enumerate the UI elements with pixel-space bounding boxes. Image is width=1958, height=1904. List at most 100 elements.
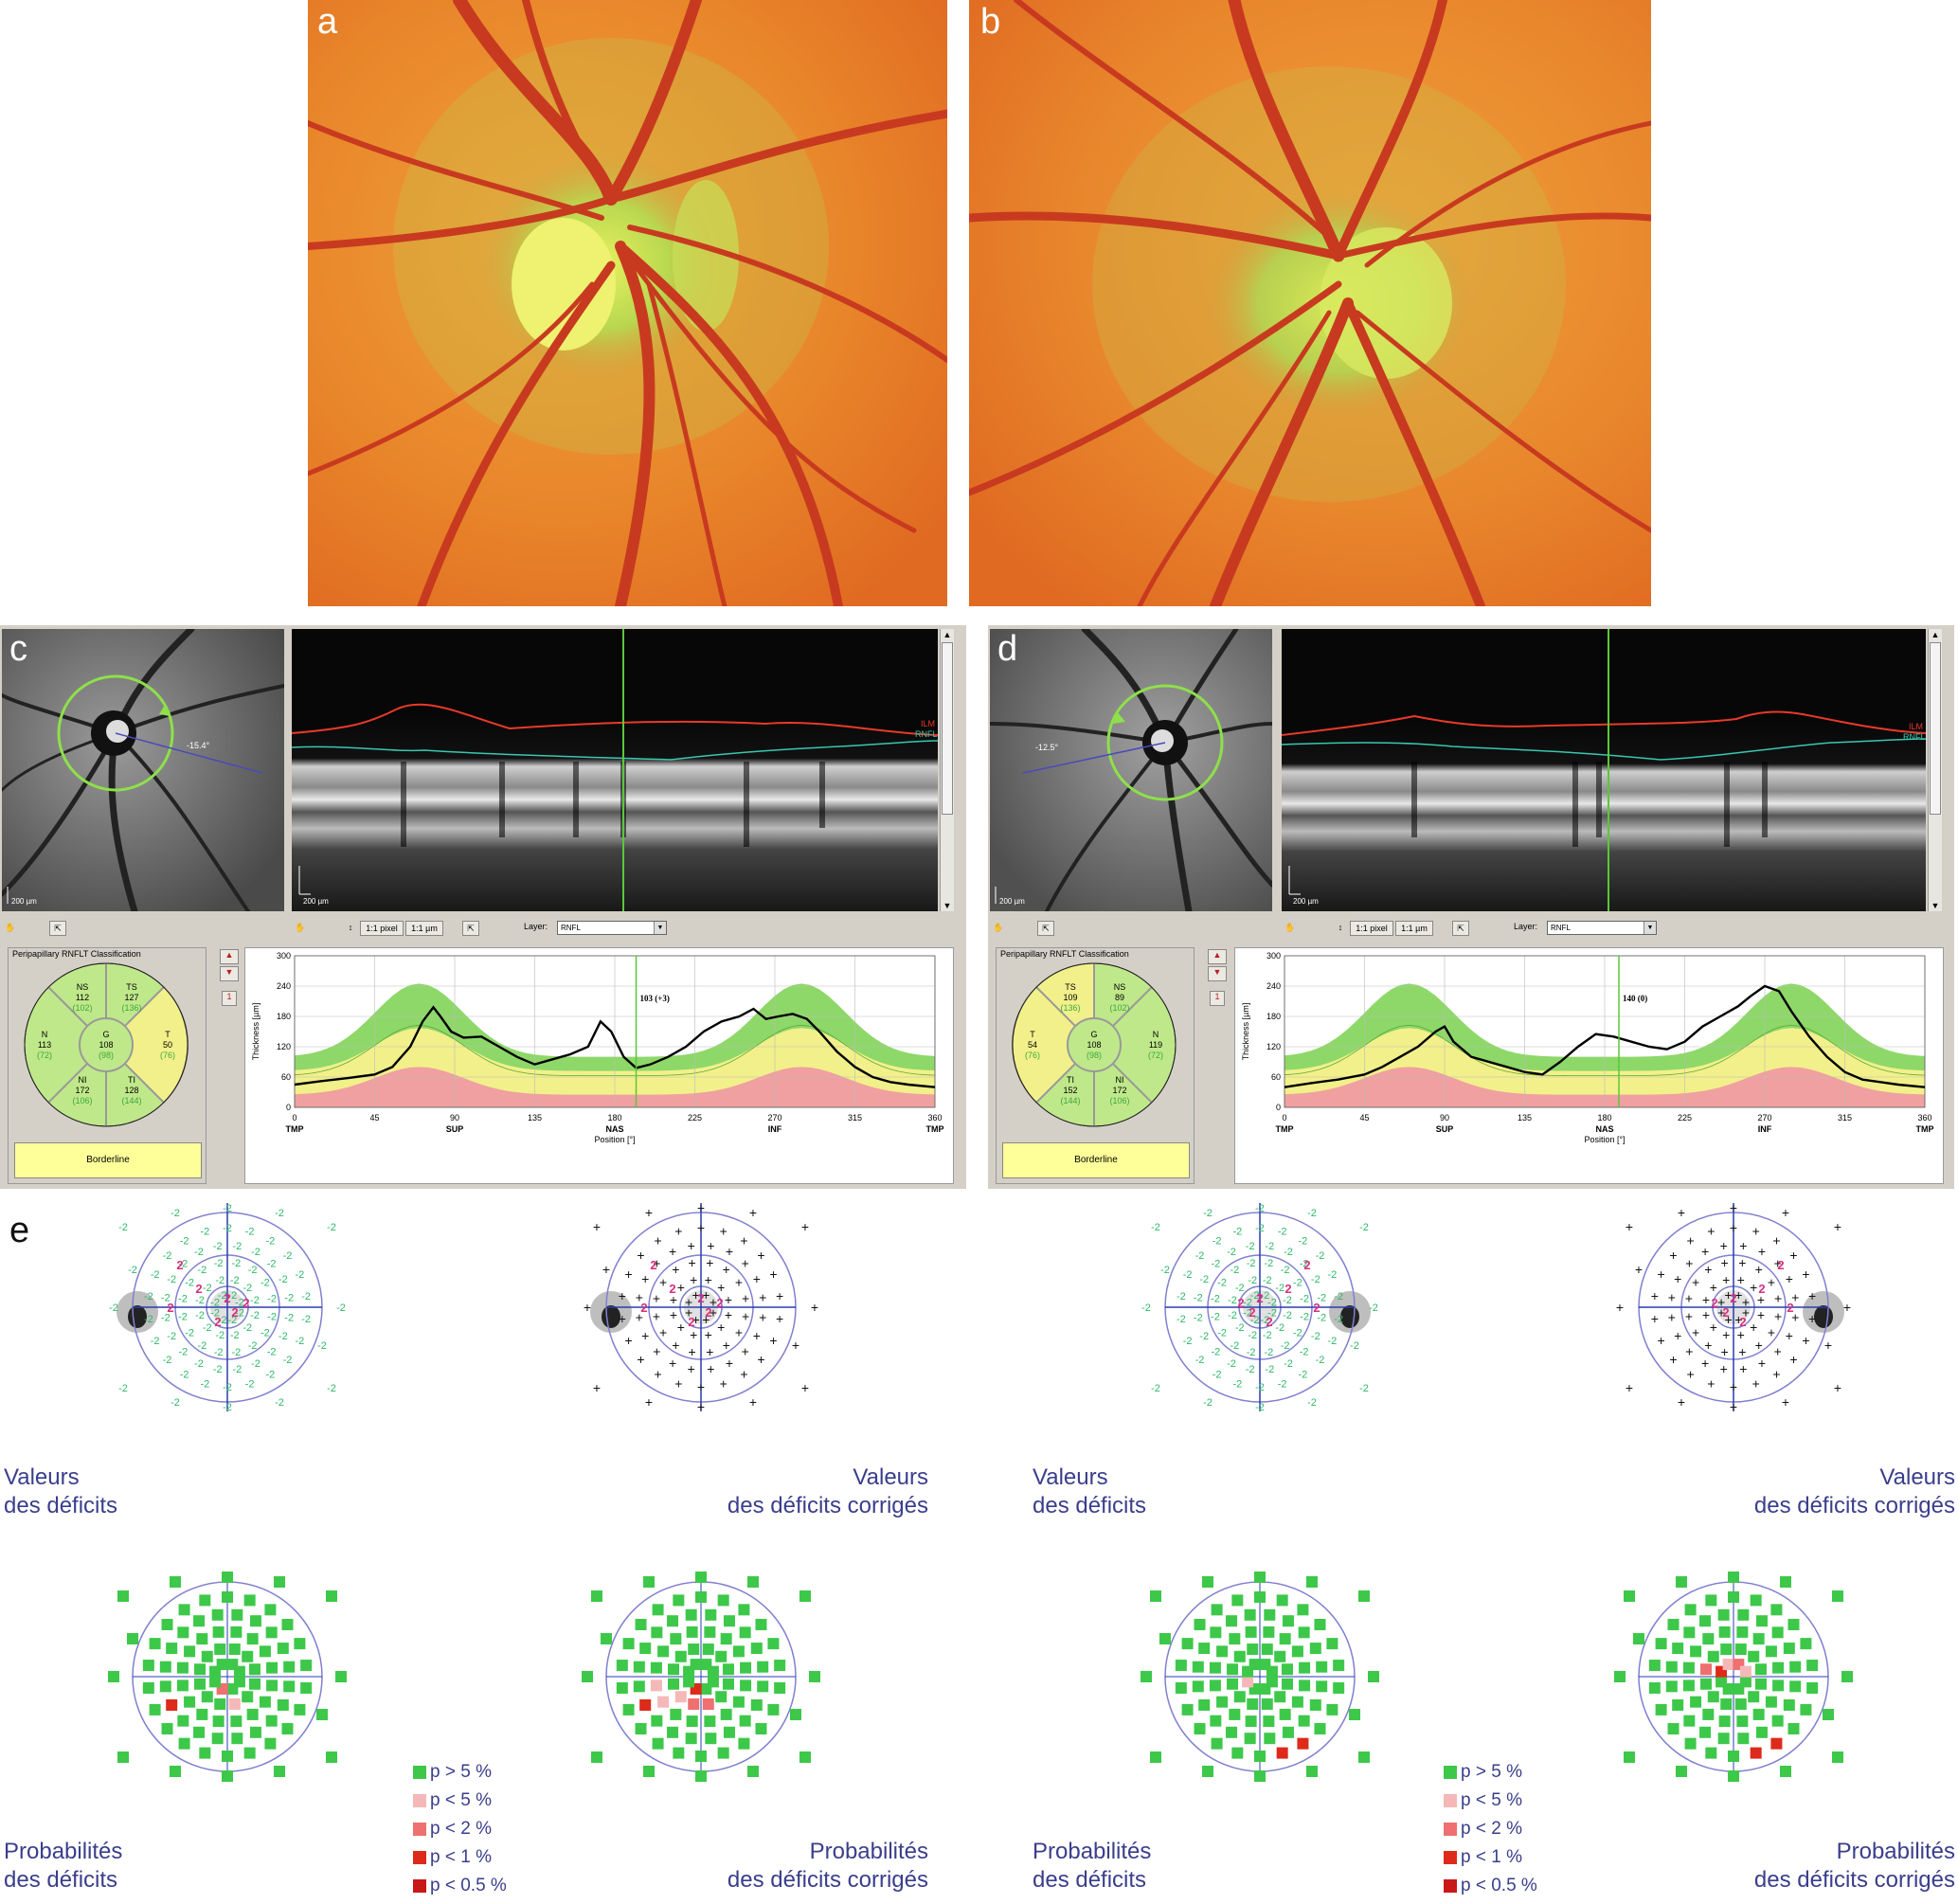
layer-select[interactable]: RNFL ▼ <box>1547 921 1657 935</box>
normal-point-marker: + <box>1626 1219 1633 1234</box>
pointer-tool-icon[interactable]: ⇱ <box>49 921 66 936</box>
normal-point-marker: + <box>1808 1288 1816 1303</box>
normal-point-marker: + <box>1730 1399 1737 1414</box>
hand-tool-icon[interactable]: ✋ <box>5 923 16 932</box>
scale-um-button[interactable]: 1:1 µm <box>1395 921 1433 936</box>
probability-square <box>1699 1615 1712 1627</box>
scroll-up-icon[interactable]: ▲ <box>1931 630 1940 639</box>
deficit-value: -2 <box>1369 1302 1378 1314</box>
scale-um-button[interactable]: 1:1 µm <box>405 921 443 936</box>
probability-square <box>683 1676 695 1688</box>
sector-temporal-superior-ref-c: (136) <box>121 1003 141 1013</box>
probability-square <box>1705 1747 1717 1759</box>
probability-square <box>1702 1708 1715 1720</box>
deficit-value: -2 <box>1311 1274 1320 1285</box>
probability-square <box>673 1594 685 1607</box>
normal-point-marker: + <box>1774 1308 1782 1323</box>
scroll-thumb[interactable] <box>1930 642 1941 815</box>
previous-scan-icon[interactable]: ▲ <box>1208 949 1227 964</box>
deficit-value: -2 <box>1235 1322 1245 1334</box>
fundus-photo-a: a <box>308 0 947 606</box>
probability-square <box>1227 1663 1239 1676</box>
legend-item: p < 2 % <box>413 1819 492 1840</box>
deficit-value: -2 <box>251 1358 260 1370</box>
probability-square <box>651 1626 663 1639</box>
pointer-tool-icon[interactable]: ⇱ <box>1037 921 1054 936</box>
probability-square <box>1281 1678 1293 1690</box>
probability-square <box>667 1615 679 1627</box>
normal-point-marker: + <box>677 1320 685 1335</box>
normal-point-marker: + <box>637 1352 644 1367</box>
chevron-down-icon[interactable]: ▼ <box>1644 922 1656 934</box>
measure-tool-icon[interactable]: ⇱ <box>462 921 479 936</box>
normal-point-marker: + <box>1737 1272 1745 1287</box>
normal-point-marker: + <box>1757 1292 1765 1307</box>
deficit-value: -2 <box>1203 1208 1213 1219</box>
probability-square <box>1832 1751 1843 1763</box>
normal-point-marker: + <box>636 1309 643 1324</box>
scale-pixel-button[interactable]: 1:1 pixel <box>1350 921 1393 936</box>
normal-point-marker: + <box>697 1399 705 1414</box>
bscan-scrollbar-c[interactable]: ▲ ▼ <box>940 629 954 911</box>
previous-scan-icon[interactable]: ▲ <box>220 949 239 964</box>
hand-tool-icon[interactable]: ✋ <box>993 923 1004 932</box>
normal-point-marker: + <box>759 1309 766 1324</box>
probability-square <box>1254 1591 1266 1603</box>
scroll-down-icon[interactable]: ▼ <box>1931 901 1940 910</box>
probability-square <box>1227 1678 1239 1690</box>
measure-tool-icon[interactable]: ⇱ <box>1452 921 1469 936</box>
label-line: des déficits <box>1033 1493 1147 1518</box>
x-tick-label: 360 <box>927 1113 942 1123</box>
deficit-value: -2 <box>185 1328 194 1339</box>
probability-square <box>1298 1715 1310 1727</box>
next-scan-icon[interactable]: ▼ <box>1208 966 1227 981</box>
probability-square <box>1750 1594 1762 1607</box>
layer-select[interactable]: RNFL ▼ <box>557 921 667 935</box>
deficit-value: -2 <box>214 1258 224 1269</box>
deficit-value: -2 <box>185 1277 194 1288</box>
deficit-value: -2 <box>200 1226 209 1237</box>
scroll-thumb[interactable] <box>942 642 953 815</box>
normal-point-marker: + <box>1720 1361 1728 1376</box>
deficit-value: -2 <box>1300 1258 1309 1269</box>
probability-square <box>695 1591 707 1603</box>
scroll-down-icon[interactable]: ▼ <box>943 901 952 910</box>
normal-point-marker: + <box>1755 1262 1763 1277</box>
sector-chart-d: TS 109 (136) NS 89 (102) T 54 (76) G 108… <box>1012 962 1177 1127</box>
probability-square <box>1734 1644 1747 1656</box>
probability-square <box>755 1618 767 1630</box>
probability-square <box>1690 1645 1702 1658</box>
layer-label: Layer: <box>524 922 548 931</box>
next-scan-icon[interactable]: ▼ <box>220 966 239 981</box>
normal-point-marker: + <box>1704 1338 1712 1353</box>
x-tick-label: 45 <box>369 1113 379 1123</box>
label-line: des déficits <box>1033 1867 1147 1893</box>
probability-square <box>774 1681 786 1694</box>
hand-tool-bscan-icon[interactable]: ✋ <box>1284 923 1296 932</box>
deficit-value: -2 <box>267 1347 277 1358</box>
deficit-value: -2 <box>1248 1275 1257 1286</box>
hand-tool-bscan-icon[interactable]: ✋ <box>295 923 306 932</box>
positive-deficit-value: 2 <box>1730 1291 1736 1305</box>
scale-pixel-button[interactable]: 1:1 pixel <box>360 921 404 936</box>
normal-point-marker: + <box>1750 1280 1757 1295</box>
chevron-down-icon[interactable]: ▼ <box>654 922 666 934</box>
fit-height-icon[interactable]: ↕ <box>348 923 353 932</box>
scroll-up-icon[interactable]: ▲ <box>943 630 952 639</box>
probability-square <box>1181 1703 1194 1715</box>
positive-deficit-value: 2 <box>1266 1315 1272 1329</box>
bscan-scrollbar-d[interactable]: ▲ ▼ <box>1928 629 1942 911</box>
normal-point-marker: + <box>1734 1312 1742 1327</box>
deficit-value: -2 <box>223 1382 232 1393</box>
probability-square <box>685 1608 697 1621</box>
probability-square <box>259 1696 271 1708</box>
deficit-value: -2 <box>167 1274 176 1285</box>
probability-square <box>177 1715 189 1727</box>
positive-deficit-value: 2 <box>176 1258 183 1272</box>
normal-point-marker: + <box>672 1262 679 1277</box>
probability-square <box>1333 1660 1345 1672</box>
normal-point-marker: + <box>702 1287 710 1302</box>
normal-point-marker: + <box>1710 1320 1717 1335</box>
fit-height-icon[interactable]: ↕ <box>1338 923 1343 932</box>
probability-square <box>1150 1751 1161 1763</box>
